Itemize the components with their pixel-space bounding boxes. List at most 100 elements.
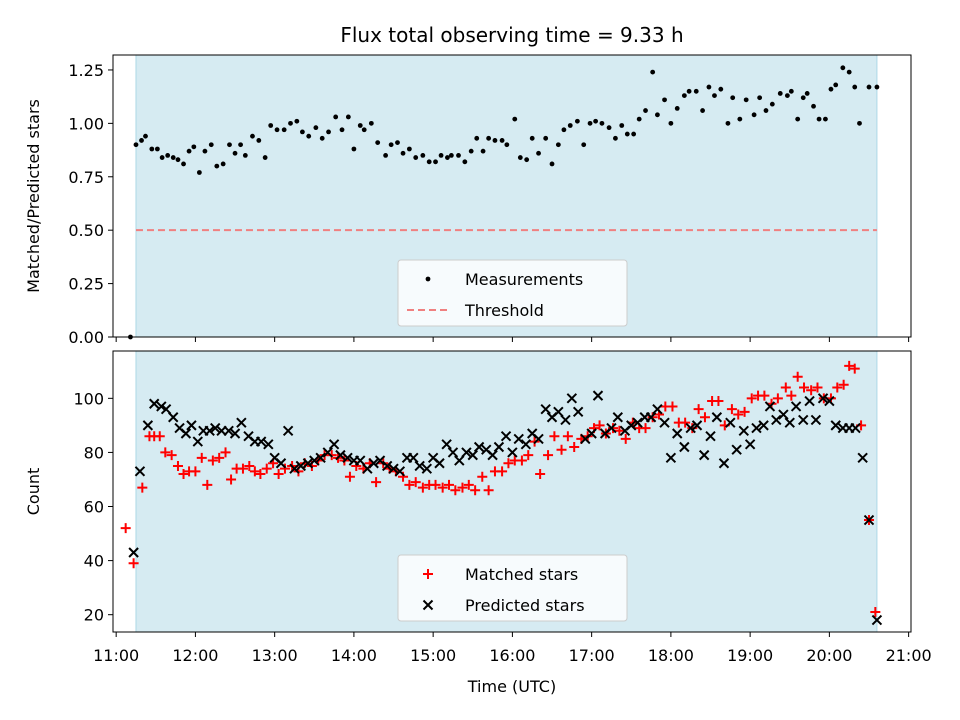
data-point (643, 108, 648, 113)
y-tick-label: 80 (84, 443, 104, 462)
data-point (487, 449, 498, 461)
data-point (302, 458, 314, 469)
data-point (650, 69, 656, 75)
data-point (408, 452, 419, 464)
count-panel: 20 40 60 80 100 11:00 12:00 13:00 14:00 15:00 16:0… (24, 350, 932, 696)
data-point (569, 442, 580, 453)
data-point (344, 471, 355, 482)
data-point (706, 84, 712, 90)
data-point (512, 116, 518, 122)
data-point (555, 142, 561, 148)
data-point (804, 91, 810, 96)
data-point (549, 161, 555, 167)
data-point (812, 382, 823, 393)
data-point (744, 439, 756, 450)
legend: Matched stars Predicted stars (397, 554, 628, 622)
data-point (680, 417, 691, 428)
data-point (725, 417, 736, 428)
legend-marker (425, 276, 431, 282)
data-point (149, 398, 160, 409)
data-point (849, 363, 860, 374)
data-point (536, 150, 541, 156)
data-point (268, 123, 274, 128)
data-point (857, 452, 868, 464)
data-point (540, 403, 551, 415)
data-point (640, 423, 651, 434)
data-point (375, 140, 381, 145)
data-point (672, 428, 683, 439)
data-point (175, 157, 181, 163)
data-point (784, 93, 790, 98)
data-point (529, 135, 535, 141)
data-point (751, 112, 757, 118)
data-point (333, 114, 339, 120)
data-point (763, 108, 769, 113)
legend-box (397, 259, 628, 327)
data-point (438, 153, 444, 158)
data-point (274, 127, 280, 133)
data-point (447, 447, 459, 458)
data-point (606, 422, 617, 434)
data-point (462, 159, 468, 165)
data-point (170, 155, 176, 160)
data-point (282, 425, 294, 436)
data-point (870, 606, 881, 617)
data-point (160, 447, 171, 458)
data-point (500, 430, 512, 442)
data-point (294, 118, 300, 124)
data-point (562, 431, 573, 442)
chart-title: Flux total observing time = 9.33 h (340, 23, 683, 47)
y-tick-label: 0.50 (68, 221, 104, 240)
data-point (737, 116, 743, 122)
data-point (400, 150, 406, 156)
data-point (533, 433, 544, 445)
data-point (406, 146, 412, 152)
data-point (866, 84, 872, 90)
data-point (454, 455, 465, 466)
data-point (339, 127, 345, 133)
legend-marker (423, 569, 433, 579)
data-point (685, 422, 696, 434)
data-point (281, 127, 287, 133)
data-point (249, 466, 260, 477)
data-point (587, 120, 593, 126)
data-point (223, 425, 234, 436)
data-point (561, 127, 567, 133)
data-point (275, 458, 287, 469)
data-point (632, 417, 643, 428)
data-point (726, 404, 737, 415)
data-point (513, 433, 524, 445)
data-point (613, 135, 618, 141)
data-point (434, 458, 445, 469)
data-point (824, 395, 835, 407)
data-point (172, 460, 183, 471)
data-point (581, 142, 587, 148)
data-point (520, 439, 532, 450)
data-point (655, 112, 660, 118)
data-point (764, 401, 776, 412)
data-point (159, 155, 165, 160)
data-point (232, 150, 238, 156)
x-tick-label: 15:00 (410, 646, 456, 665)
data-point (712, 93, 717, 98)
data-point (483, 485, 494, 496)
data-point (492, 138, 498, 143)
data-point (357, 123, 363, 128)
data-point (242, 153, 248, 158)
data-point (645, 412, 657, 423)
data-point (686, 88, 692, 94)
data-point (668, 120, 674, 126)
series-predicted-stars (128, 390, 883, 626)
data-point (798, 414, 809, 426)
data-point (799, 382, 810, 393)
legend-label: Matched stars (465, 565, 578, 584)
data-point (244, 460, 255, 471)
data-point (662, 97, 667, 103)
data-point (262, 155, 268, 160)
data-point (306, 133, 312, 139)
data-point (160, 403, 172, 415)
data-point (517, 155, 523, 160)
data-point (759, 390, 770, 401)
y-axis-label: Matched/Predicted stars (24, 99, 43, 293)
data-point (788, 88, 794, 94)
